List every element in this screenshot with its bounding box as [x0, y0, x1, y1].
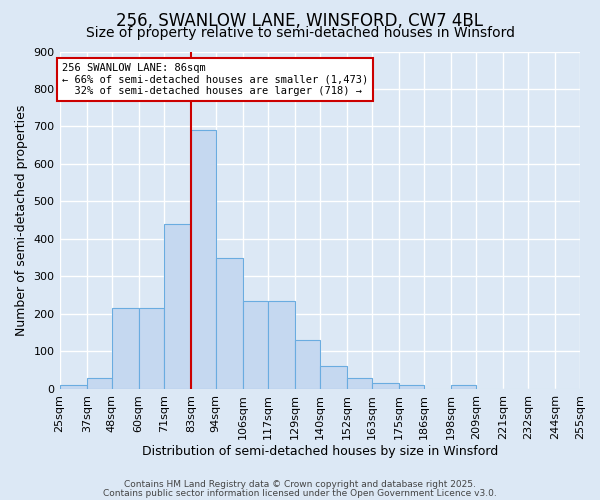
Bar: [372, 384, 399, 389]
Text: Contains HM Land Registry data © Crown copyright and database right 2025.: Contains HM Land Registry data © Crown c…: [124, 480, 476, 489]
Bar: [243, 301, 268, 389]
X-axis label: Distribution of semi-detached houses by size in Winsford: Distribution of semi-detached houses by …: [142, 444, 498, 458]
Bar: [86, 378, 112, 389]
Y-axis label: Number of semi-detached properties: Number of semi-detached properties: [15, 104, 28, 336]
Text: 256 SWANLOW LANE: 86sqm
← 66% of semi-detached houses are smaller (1,473)
  32% : 256 SWANLOW LANE: 86sqm ← 66% of semi-de…: [62, 62, 368, 96]
Bar: [320, 366, 347, 389]
Bar: [399, 385, 424, 389]
Bar: [347, 378, 372, 389]
Bar: [295, 340, 320, 389]
Bar: [139, 308, 164, 389]
Bar: [112, 308, 139, 389]
Text: Contains public sector information licensed under the Open Government Licence v3: Contains public sector information licen…: [103, 489, 497, 498]
Bar: [268, 301, 295, 389]
Bar: [215, 258, 243, 389]
Bar: [191, 130, 215, 389]
Bar: [164, 224, 191, 389]
Text: 256, SWANLOW LANE, WINSFORD, CW7 4BL: 256, SWANLOW LANE, WINSFORD, CW7 4BL: [116, 12, 484, 30]
Text: Size of property relative to semi-detached houses in Winsford: Size of property relative to semi-detach…: [86, 26, 515, 40]
Bar: [451, 385, 476, 389]
Bar: [59, 385, 86, 389]
